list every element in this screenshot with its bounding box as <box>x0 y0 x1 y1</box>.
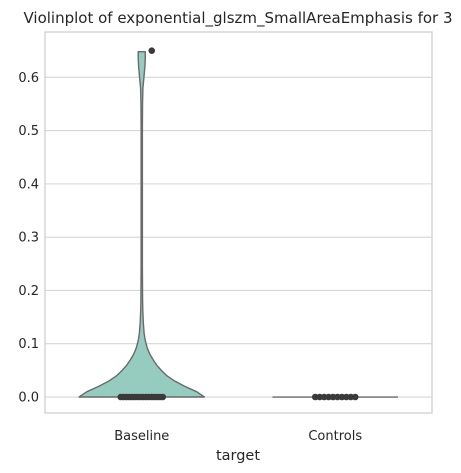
x-axis-label: target <box>216 448 260 464</box>
y-tick-label: 0.1 <box>18 337 39 352</box>
y-tick-labels: 0.0 0.1 0.2 0.3 0.4 0.5 0.6 <box>18 71 39 406</box>
x-tick-label: Controls <box>308 429 362 444</box>
y-tick-label: 0.5 <box>18 124 39 139</box>
y-tick-label: 0.2 <box>18 284 39 299</box>
data-point <box>159 393 167 401</box>
x-tick-labels: Baseline Controls <box>114 429 362 444</box>
y-tick-label: 0.4 <box>18 177 39 192</box>
data-point <box>351 393 359 401</box>
gridlines <box>45 76 432 398</box>
data-points <box>117 47 359 401</box>
data-point <box>148 47 156 54</box>
violins <box>78 51 398 398</box>
violin-body <box>78 51 206 398</box>
y-tick-label: 0.6 <box>18 71 39 86</box>
plot-frame <box>44 31 433 414</box>
y-tick-label: 0.0 <box>18 391 39 406</box>
x-tick-label: Baseline <box>114 429 169 444</box>
y-tick-label: 0.3 <box>18 231 39 246</box>
chart-title: Violinplot of exponential_glszm_SmallAre… <box>23 9 452 28</box>
